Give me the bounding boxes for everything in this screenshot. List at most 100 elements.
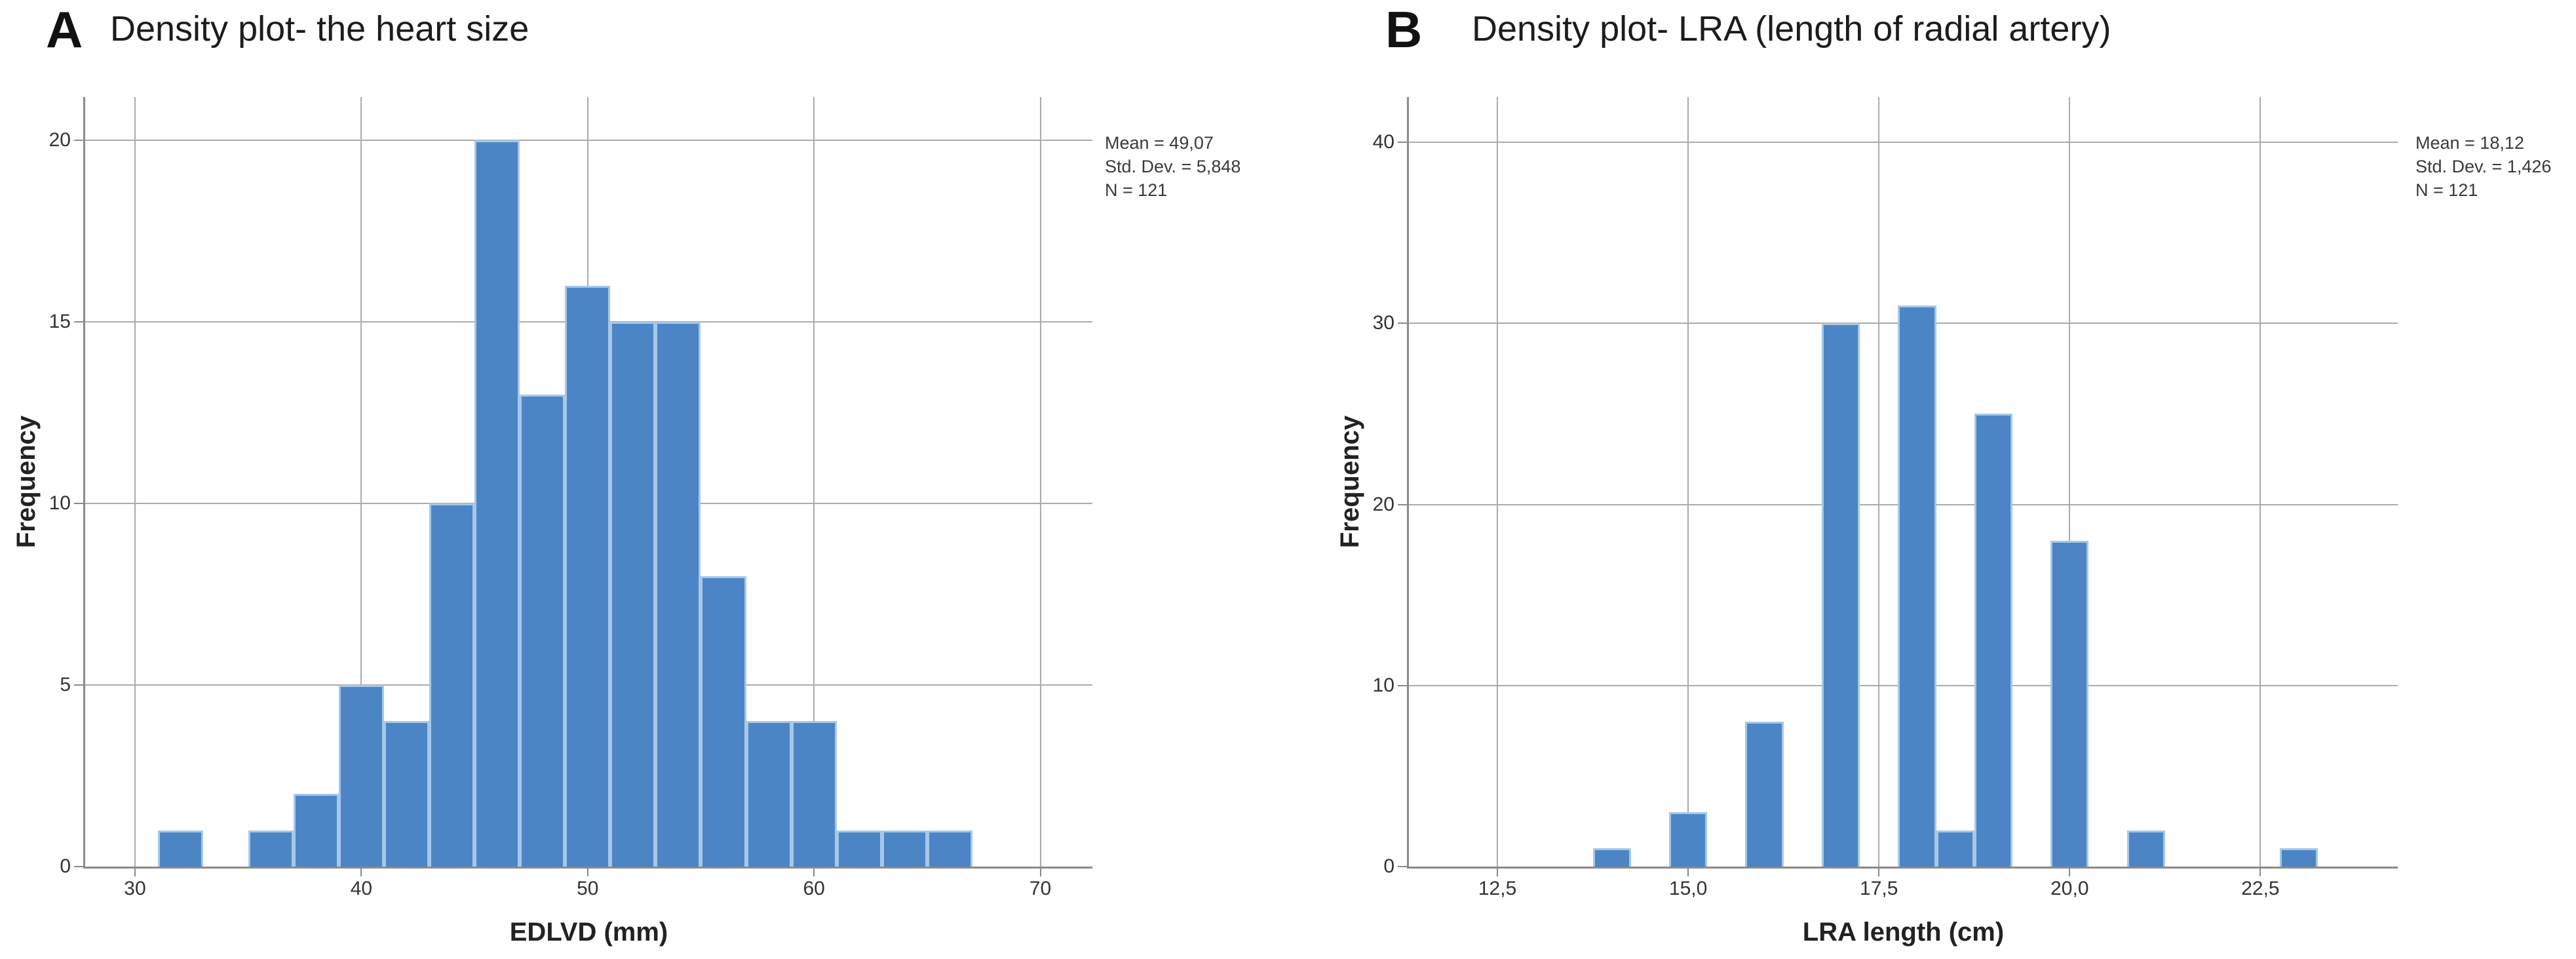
stats-n-a: N = 121: [1105, 180, 1168, 200]
y-tick-mark: [74, 684, 83, 686]
histogram-bar: [157, 830, 203, 867]
x-tick-mark: [360, 869, 362, 876]
y-axis-line: [83, 97, 85, 867]
y-axis-title: Frequency: [1336, 415, 1364, 549]
histogram-bar: [565, 285, 611, 867]
gridline-vertical: [1878, 97, 1880, 867]
x-tick-mark: [813, 869, 815, 876]
histogram-bar: [248, 830, 294, 867]
x-tick-mark: [134, 869, 136, 876]
histogram-bar: [338, 685, 384, 867]
histogram-bar: [1669, 812, 1708, 867]
x-tick-label: 12,5: [1478, 878, 1517, 899]
x-tick-label: 17,5: [1860, 878, 1898, 899]
histogram-bar: [701, 576, 746, 867]
histogram-bar: [1898, 305, 1936, 867]
gridline-vertical: [1497, 97, 1499, 867]
gridline-vertical: [360, 97, 362, 867]
y-tick-mark: [1398, 684, 1407, 686]
histogram-bar: [927, 830, 972, 867]
panel-b-letter: B: [1385, 1, 1423, 58]
stats-mean-a: Mean = 49,07: [1105, 133, 1214, 153]
histogram-bar: [836, 830, 882, 867]
x-axis-line: [83, 867, 1092, 869]
stats-annotation-b: Mean = 18,12 Std. Dev. = 1,426 N = 121: [2415, 131, 2551, 202]
panel-a-letter: A: [46, 1, 83, 58]
histogram-bar: [383, 721, 429, 867]
histogram-bar: [429, 503, 475, 867]
stats-n-b: N = 121: [2415, 180, 2478, 200]
y-tick-label: 20: [1372, 493, 1394, 515]
y-tick-mark: [74, 866, 83, 867]
y-tick-mark: [1398, 323, 1407, 324]
y-tick-label: 0: [60, 855, 71, 877]
histogram-bar: [746, 721, 792, 867]
y-tick-mark: [74, 503, 83, 505]
x-tick-mark: [586, 869, 588, 876]
histogram-bar: [881, 830, 927, 867]
y-tick-mark: [74, 321, 83, 323]
panel-a-title: Density plot- the heart size: [110, 9, 529, 49]
y-tick-label: 10: [1372, 674, 1394, 696]
gridline-vertical: [2069, 97, 2071, 867]
histogram-bar: [520, 395, 566, 867]
histogram-bar: [2050, 540, 2089, 867]
gridline-vertical: [1039, 97, 1041, 867]
x-tick-mark: [1878, 869, 1880, 876]
stats-stddev-b: Std. Dev. = 1,426: [2415, 157, 2552, 176]
x-tick-label: 60: [803, 878, 825, 899]
x-tick-mark: [1039, 869, 1041, 876]
panel-b-title: Density plot- LRA (length of radial arte…: [1472, 9, 2111, 49]
x-axis-line: [1407, 867, 2398, 869]
stats-stddev-a: Std. Dev. = 5,848: [1105, 157, 1241, 176]
y-tick-mark: [1398, 503, 1407, 505]
histogram-bar: [1974, 414, 2012, 867]
y-tick-label: 5: [60, 674, 71, 696]
histogram-bar: [1936, 830, 1974, 867]
x-tick-mark: [1497, 869, 1499, 876]
histogram-bar: [1821, 323, 1860, 867]
gridline-vertical: [134, 97, 136, 867]
gridline-horizontal: [85, 140, 1092, 142]
x-tick-label: 30: [124, 878, 146, 899]
x-tick-mark: [2259, 869, 2261, 876]
histogram-bar: [791, 721, 837, 867]
histogram-bar: [2279, 848, 2318, 867]
y-tick-label: 0: [1383, 855, 1394, 877]
histogram-bar: [1592, 848, 1631, 867]
histogram-bar: [655, 322, 701, 867]
x-tick-mark: [2069, 869, 2071, 876]
x-axis-title: LRA length (cm): [1802, 918, 2005, 947]
y-tick-mark: [1398, 142, 1407, 144]
histogram-bar: [1745, 722, 1784, 867]
y-tick-mark: [1398, 866, 1407, 867]
y-tick-label: 30: [1372, 312, 1394, 334]
x-tick-label: 50: [577, 878, 599, 899]
histogram-bar: [2126, 830, 2165, 867]
stats-annotation-a: Mean = 49,07 Std. Dev. = 5,848 N = 121: [1105, 131, 1240, 202]
y-tick-label: 15: [48, 311, 71, 333]
x-tick-label: 22,5: [2241, 878, 2280, 899]
y-tick-mark: [74, 140, 83, 142]
histogram-bar: [293, 794, 339, 867]
gridline-horizontal: [1409, 142, 2398, 144]
gridline-vertical: [1687, 97, 1689, 867]
x-tick-label: 15,0: [1668, 878, 1708, 899]
histogram-bar: [474, 140, 520, 867]
y-axis-line: [1407, 97, 1409, 867]
x-tick-label: 70: [1029, 878, 1052, 899]
y-tick-label: 40: [1372, 131, 1394, 153]
y-tick-label: 20: [48, 129, 71, 151]
x-tick-label: 40: [350, 878, 373, 899]
y-tick-label: 10: [48, 492, 71, 515]
stats-mean-b: Mean = 18,12: [2415, 133, 2524, 153]
x-tick-mark: [1687, 869, 1689, 876]
x-axis-title: EDLVD (mm): [509, 918, 668, 947]
histogram-bar: [610, 322, 656, 867]
x-tick-label: 20,0: [2050, 878, 2089, 899]
gridline-vertical: [2259, 97, 2261, 867]
gridline-vertical: [813, 97, 815, 867]
